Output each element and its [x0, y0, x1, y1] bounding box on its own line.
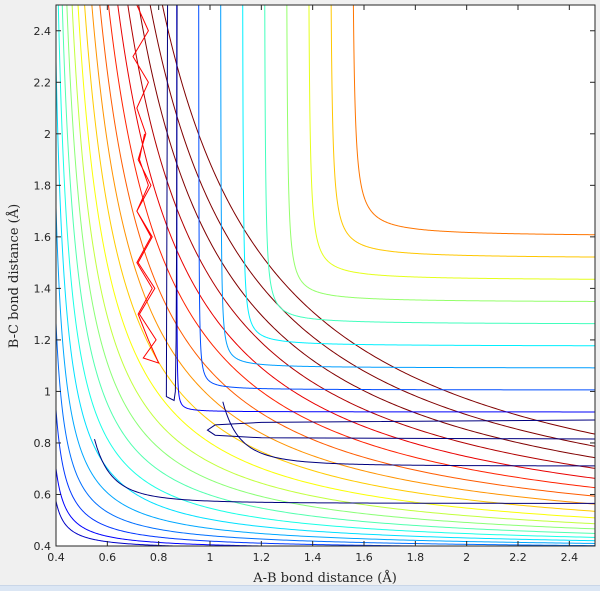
- outer-contour-line: [149, 5, 595, 447]
- x-axis-label: A-B bond distance (Å): [252, 570, 397, 586]
- outer-contour-line: [56, 35, 595, 542]
- outer-contour-line: [161, 5, 595, 435]
- outer-contour-line: [127, 5, 595, 469]
- outer-contour-line: [77, 5, 595, 519]
- y-tick-label: 0.8: [34, 437, 52, 450]
- inner-contour-line: [242, 5, 595, 347]
- y-tick-label: 2.2: [34, 76, 52, 89]
- trajectory: [132, 5, 160, 364]
- inner-contour-line: [286, 5, 595, 302]
- outer-contour-line: [66, 5, 595, 530]
- outer-contour-line: [84, 5, 595, 512]
- x-tick-label: 1.4: [304, 551, 322, 564]
- y-tick-label: 1.2: [34, 334, 52, 347]
- y-tick-label: 2.4: [34, 25, 52, 38]
- inner-contour-line: [198, 5, 595, 391]
- outer-contour-line: [99, 5, 595, 497]
- plot-area: [56, 5, 595, 546]
- y-tick-label: 1.8: [34, 179, 52, 192]
- x-tick-label: 0.8: [150, 551, 168, 564]
- y-tick-label: 1.6: [34, 231, 52, 244]
- y-tick-label: 0.6: [34, 488, 52, 501]
- x-tick-label: 2.4: [561, 551, 579, 564]
- y-axis-ticks: 0.4 0.6 0.8 1 1.2 1.4 1.6 1.8 2 2.2 2.4: [34, 25, 595, 553]
- inner-contour-line: [330, 5, 595, 258]
- outer-contour-line: [56, 311, 595, 546]
- y-tick-label: 1.4: [34, 282, 52, 295]
- x-tick-label: 2.2: [509, 551, 527, 564]
- x-axis-ticks: 0.4 0.6 0.8 1 1.2 1.4 1.6 1.8 2 2.2 2.4: [47, 5, 578, 564]
- x-tick-label: 1.2: [253, 551, 271, 564]
- inner-contour-line: [176, 5, 595, 413]
- outer-contour-line: [56, 464, 295, 546]
- x-tick-label: 1.6: [355, 551, 373, 564]
- outer-contour-line: [91, 5, 595, 505]
- outer-contour-line: [61, 5, 595, 534]
- outer-contour-line: [56, 402, 475, 546]
- y-tick-label: 1: [44, 385, 51, 398]
- x-tick-label: 2: [463, 551, 470, 564]
- x-tick-label: 0.4: [47, 551, 65, 564]
- y-axis-label: B-C bond distance (Å): [6, 204, 22, 348]
- reactant-channel-contour: [165, 5, 178, 402]
- product-channel-contour: [222, 401, 595, 467]
- y-tick-label: 0.4: [34, 540, 52, 553]
- contour-lines: [56, 5, 595, 546]
- inner-contour-line: [220, 5, 595, 369]
- x-tick-label: 0.6: [99, 551, 117, 564]
- inner-contour-line: [308, 5, 595, 280]
- inner-contour-line: [352, 5, 595, 236]
- y-tick-label: 2: [44, 128, 51, 141]
- trajectory-path: [132, 5, 160, 364]
- figure-window-bottom-edge: [0, 585, 600, 591]
- product-channel-contour: [94, 438, 595, 504]
- x-tick-label: 1: [207, 551, 214, 564]
- outer-contour-line: [56, 189, 595, 544]
- product-channel-lobe: [206, 419, 595, 440]
- outer-contour-line: [71, 5, 595, 525]
- outer-contour-line: [138, 5, 595, 459]
- plot-frame: [55, 4, 596, 547]
- inner-contour-line: [264, 5, 595, 325]
- x-tick-label: 1.8: [407, 551, 425, 564]
